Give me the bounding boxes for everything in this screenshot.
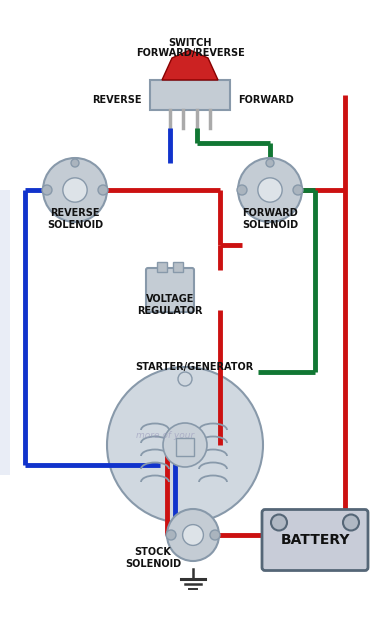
FancyBboxPatch shape — [146, 268, 194, 312]
Circle shape — [237, 185, 247, 195]
Text: VOLTAGE
REGULATOR: VOLTAGE REGULATOR — [137, 294, 203, 316]
Text: FORWARD
SOLENOID: FORWARD SOLENOID — [242, 209, 298, 230]
Circle shape — [98, 185, 108, 195]
Circle shape — [71, 159, 79, 167]
Circle shape — [163, 423, 207, 467]
Circle shape — [238, 158, 302, 222]
Circle shape — [258, 178, 282, 202]
FancyBboxPatch shape — [176, 438, 194, 456]
Circle shape — [183, 525, 204, 545]
FancyBboxPatch shape — [173, 262, 183, 272]
Circle shape — [293, 185, 303, 195]
FancyBboxPatch shape — [262, 509, 368, 570]
Circle shape — [166, 530, 176, 540]
Text: REVERSE
SOLENOID: REVERSE SOLENOID — [47, 209, 103, 230]
Circle shape — [178, 372, 192, 386]
Circle shape — [63, 178, 87, 202]
Circle shape — [42, 185, 52, 195]
Circle shape — [210, 530, 220, 540]
Text: STOCK
SOLENOID: STOCK SOLENOID — [125, 547, 181, 569]
Circle shape — [107, 367, 263, 523]
Circle shape — [266, 159, 274, 167]
Circle shape — [343, 515, 359, 531]
Text: REVERSE: REVERSE — [92, 95, 142, 105]
FancyBboxPatch shape — [157, 262, 167, 272]
Text: SWITCH: SWITCH — [168, 38, 212, 48]
Circle shape — [167, 509, 219, 561]
Polygon shape — [162, 50, 218, 80]
Text: FORWARD: FORWARD — [238, 95, 294, 105]
FancyBboxPatch shape — [0, 190, 10, 475]
FancyBboxPatch shape — [150, 80, 230, 110]
Circle shape — [271, 515, 287, 531]
Text: more of your: more of your — [136, 431, 194, 440]
Text: FORWARD/REVERSE: FORWARD/REVERSE — [136, 48, 244, 58]
Circle shape — [43, 158, 107, 222]
Text: BATTERY: BATTERY — [280, 533, 350, 547]
Text: STARTER/GENERATOR: STARTER/GENERATOR — [135, 362, 253, 372]
